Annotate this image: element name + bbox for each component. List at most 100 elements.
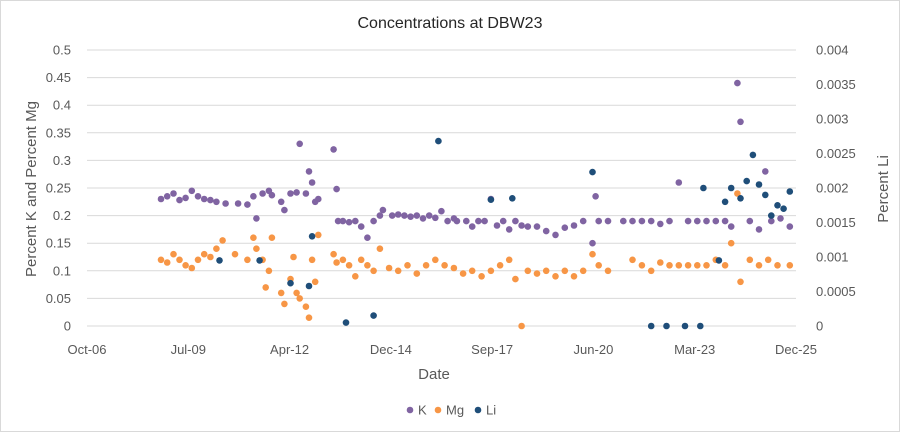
data-point-mg — [330, 250, 337, 258]
data-point-mg — [764, 256, 772, 264]
y2-tick-label: 0.0035 — [816, 77, 856, 92]
data-point-mg — [219, 237, 226, 244]
data-point-mg — [293, 289, 300, 297]
data-point-k — [647, 217, 655, 225]
data-point-mg — [302, 303, 310, 311]
y-tick-label: 0.45 — [46, 70, 71, 85]
data-point-k — [432, 214, 439, 222]
data-point-k — [786, 223, 794, 230]
data-point-mg — [370, 267, 377, 275]
data-point-li — [768, 212, 775, 219]
data-point-k — [194, 193, 202, 200]
y-tick-label: 0.15 — [46, 236, 71, 251]
data-point-mg — [231, 250, 239, 258]
data-point-mg — [262, 284, 270, 291]
data-point-k — [542, 227, 550, 235]
data-point-k — [370, 217, 377, 225]
data-point-k — [762, 168, 769, 175]
data-point-mg — [244, 256, 251, 264]
data-point-k — [438, 207, 445, 215]
data-point-mg — [345, 262, 353, 269]
data-point-mg — [394, 267, 402, 275]
y-tick-label: 0.3 — [53, 153, 71, 168]
data-point-mg — [413, 270, 421, 277]
data-point-k — [463, 217, 470, 225]
legend: K Mg Li — [406, 403, 496, 418]
data-point-mg — [305, 314, 313, 322]
data-point-mg — [737, 278, 744, 286]
x-axis-title: Date — [418, 366, 450, 383]
y-tick-label: 0.2 — [53, 208, 71, 223]
data-point-mg — [561, 267, 569, 275]
data-point-k — [499, 217, 507, 225]
y-tick-label: 0.4 — [53, 98, 71, 113]
data-point-mg — [666, 262, 673, 269]
data-point-k — [533, 223, 541, 230]
data-point-k — [727, 223, 735, 230]
data-point-li — [755, 181, 763, 188]
data-point-k — [493, 222, 501, 229]
data-point-k — [579, 217, 587, 225]
data-point-mg — [333, 259, 340, 266]
y-tick-label: 0.5 — [53, 43, 71, 58]
data-point-mg — [478, 273, 485, 280]
data-point-k — [287, 190, 294, 197]
data-point-k — [712, 217, 720, 225]
data-point-mg — [376, 245, 384, 252]
series-k — [157, 79, 794, 247]
data-point-mg — [496, 262, 504, 269]
data-point-mg — [727, 239, 735, 247]
data-point-k — [407, 213, 414, 220]
data-point-k — [620, 217, 627, 225]
data-point-li — [589, 168, 596, 176]
data-point-mg — [281, 300, 288, 308]
data-point-mg — [422, 262, 430, 269]
data-point-mg — [385, 264, 393, 272]
data-point-mg — [364, 262, 371, 269]
data-point-mg — [675, 262, 683, 269]
data-point-mg — [505, 256, 513, 264]
x-tick-label: Dec-14 — [370, 342, 412, 357]
data-point-li — [216, 257, 223, 264]
data-point-k — [200, 195, 208, 203]
legend-marker-li — [474, 406, 482, 414]
data-point-k — [334, 217, 342, 225]
data-point-k — [176, 196, 183, 204]
data-point-mg — [296, 295, 304, 302]
data-point-mg — [315, 231, 322, 239]
data-point-mg — [579, 267, 587, 275]
y-tick-label: 0.25 — [46, 181, 71, 196]
y-tick-label: 0 — [64, 319, 71, 334]
data-point-mg — [524, 267, 532, 275]
legend-label-k: K — [418, 403, 427, 418]
right-axis-ticks: 0 0.0005 0.001 0.0015 0.002 0.0025 0.003 0.0035… — [816, 43, 856, 334]
data-point-mg — [518, 322, 525, 330]
data-point-mg — [552, 273, 559, 280]
data-point-li — [435, 137, 442, 145]
data-point-k — [293, 189, 300, 196]
data-point-k — [357, 223, 365, 230]
data-point-li — [743, 177, 750, 185]
data-point-mg — [441, 262, 448, 269]
data-point-mg — [253, 245, 260, 252]
data-point-mg — [746, 256, 754, 264]
data-point-mg — [432, 256, 439, 264]
data-point-k — [163, 193, 171, 200]
y2-tick-label: 0.002 — [816, 181, 849, 196]
data-point-k — [305, 168, 313, 175]
data-point-mg — [339, 256, 347, 264]
data-point-k — [352, 217, 359, 225]
y2-tick-label: 0.0025 — [816, 146, 856, 161]
data-point-mg — [657, 259, 664, 266]
data-point-mg — [595, 262, 602, 269]
data-point-li — [305, 282, 313, 290]
y2-tick-label: 0.003 — [816, 112, 849, 127]
data-point-k — [330, 146, 337, 153]
data-point-k — [345, 218, 353, 226]
y2-tick-label: 0.001 — [816, 250, 849, 265]
data-point-k — [222, 200, 229, 207]
data-point-k — [768, 217, 775, 225]
data-point-li — [700, 184, 707, 192]
data-point-mg — [786, 262, 794, 269]
